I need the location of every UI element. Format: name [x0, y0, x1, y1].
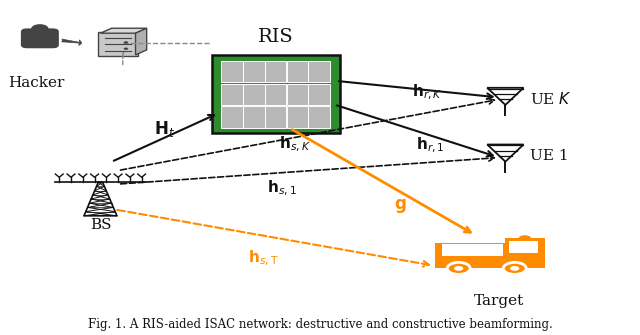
Text: $\mathbf{h}_{s,\mathrm{T}}$: $\mathbf{h}_{s,\mathrm{T}}$ [248, 249, 278, 268]
FancyBboxPatch shape [509, 241, 538, 253]
Circle shape [454, 266, 463, 271]
FancyBboxPatch shape [287, 107, 308, 128]
FancyBboxPatch shape [221, 84, 243, 105]
Circle shape [503, 262, 526, 274]
Text: Hacker: Hacker [8, 76, 65, 90]
Circle shape [510, 266, 519, 271]
FancyBboxPatch shape [442, 244, 502, 256]
Text: Target: Target [474, 294, 524, 308]
Polygon shape [100, 28, 147, 33]
FancyBboxPatch shape [221, 61, 243, 82]
FancyBboxPatch shape [221, 107, 243, 128]
Text: RIS: RIS [258, 28, 294, 46]
FancyBboxPatch shape [98, 32, 138, 56]
Text: BS: BS [90, 218, 111, 232]
FancyBboxPatch shape [265, 107, 287, 128]
FancyBboxPatch shape [212, 55, 340, 133]
Text: $\mathbf{h}_{s,K}$: $\mathbf{h}_{s,K}$ [279, 134, 311, 154]
FancyBboxPatch shape [243, 107, 265, 128]
FancyBboxPatch shape [308, 107, 330, 128]
Text: $\mathbf{h}_{r,K}$: $\mathbf{h}_{r,K}$ [412, 83, 443, 102]
Text: Fig. 1. A RIS-aided ISAC network: destructive and constructive beamforming.: Fig. 1. A RIS-aided ISAC network: destru… [88, 318, 553, 331]
Circle shape [447, 262, 470, 274]
Circle shape [124, 48, 128, 50]
FancyBboxPatch shape [287, 61, 308, 82]
Text: $\mathbf{g}$: $\mathbf{g}$ [394, 197, 406, 215]
Circle shape [518, 235, 531, 242]
Polygon shape [136, 28, 147, 55]
Text: UE 1: UE 1 [530, 149, 568, 163]
Text: $\mathbf{h}_{r,1}$: $\mathbf{h}_{r,1}$ [416, 136, 444, 155]
FancyBboxPatch shape [21, 28, 59, 48]
Text: $\mathbf{H}_t$: $\mathbf{H}_t$ [154, 119, 175, 139]
FancyBboxPatch shape [243, 84, 265, 105]
Circle shape [124, 41, 128, 44]
Circle shape [31, 24, 49, 33]
FancyBboxPatch shape [308, 61, 330, 82]
Text: UE $K$: UE $K$ [530, 91, 572, 107]
FancyBboxPatch shape [435, 243, 513, 268]
FancyBboxPatch shape [287, 84, 308, 105]
FancyBboxPatch shape [243, 61, 265, 82]
Text: $\mathbf{h}_{s,1}$: $\mathbf{h}_{s,1}$ [268, 179, 297, 198]
FancyBboxPatch shape [265, 61, 287, 82]
FancyBboxPatch shape [265, 84, 287, 105]
FancyBboxPatch shape [308, 84, 330, 105]
FancyBboxPatch shape [505, 238, 545, 268]
